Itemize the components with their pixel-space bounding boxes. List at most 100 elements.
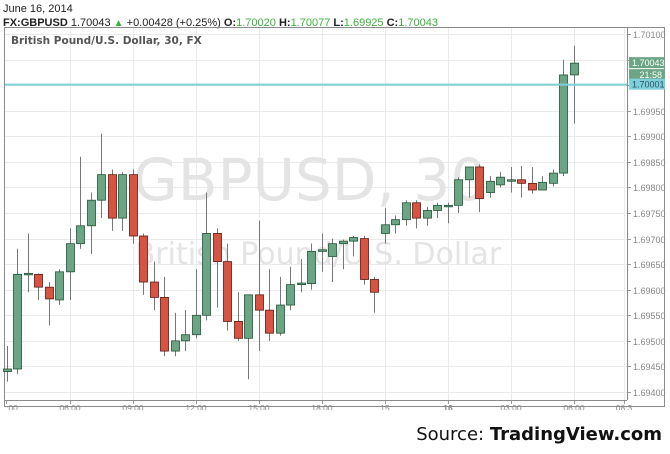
candle-down[interactable] <box>255 294 264 311</box>
y-tick-label: 1.69450 <box>633 362 666 372</box>
y-tick-label: 1.70100 <box>633 30 666 40</box>
candle-up[interactable] <box>381 224 390 234</box>
candle-down[interactable] <box>139 235 148 283</box>
candle-up[interactable] <box>24 272 33 276</box>
candle-up[interactable] <box>3 368 12 372</box>
source-brand: TradingView.com <box>489 424 662 445</box>
candle-up[interactable] <box>402 202 411 221</box>
y-tick-label: 1.69950 <box>633 107 666 117</box>
candle-up[interactable] <box>423 210 432 219</box>
candle-up[interactable] <box>244 294 253 339</box>
close-value: 1.70043 <box>398 17 438 29</box>
candle-up[interactable] <box>318 249 327 252</box>
candle-up[interactable] <box>349 237 358 242</box>
chart-title: British Pound/U.S. Dollar, 30, FX <box>11 35 202 47</box>
countdown-label: 21:58 <box>639 70 662 80</box>
source-credit: Source: TradingView.com <box>416 424 662 445</box>
candle-up[interactable] <box>444 204 453 208</box>
candle-up[interactable] <box>55 271 64 301</box>
chart-frame <box>4 27 665 407</box>
last-price-tag <box>629 57 665 69</box>
x-tick-label: 15:00 <box>248 403 270 410</box>
ticker-line: FX:GBPUSD 1.70043 ▲ +0.00428 (+0.25%) O:… <box>3 17 438 29</box>
candle-up[interactable] <box>97 174 106 201</box>
candle-down[interactable] <box>265 309 274 334</box>
candle-down[interactable] <box>150 281 159 298</box>
candle-up[interactable] <box>202 233 211 316</box>
candle-down[interactable] <box>108 174 117 219</box>
candle-down[interactable] <box>412 202 421 219</box>
candlestick-chart[interactable]: 1.701001.700501.700001.699501.699001.698… <box>0 0 670 410</box>
open-label: O: <box>223 17 237 29</box>
candle-down[interactable] <box>45 286 54 300</box>
candle-up[interactable] <box>507 179 516 182</box>
y-tick-label: 1.69400 <box>633 388 666 398</box>
candle-down[interactable] <box>213 233 222 262</box>
x-tick-label: 16 <box>443 403 453 410</box>
x-tick-label: 06:00 <box>563 403 585 410</box>
candle-down[interactable] <box>234 321 243 339</box>
x-tick-label: 15 <box>380 403 390 410</box>
candle-up[interactable] <box>76 225 85 245</box>
symbol[interactable]: FX:GBPUSD <box>3 17 68 29</box>
x-tick-label: 03:00 <box>500 403 522 410</box>
candle-up[interactable] <box>465 166 474 181</box>
candle-up[interactable] <box>297 282 306 285</box>
last-price: 1.70043 <box>70 17 111 29</box>
x-tick-label: 18:00 <box>311 403 333 410</box>
candle-up[interactable] <box>13 273 22 370</box>
x-tick-label: :00 <box>6 403 18 410</box>
candle-down[interactable] <box>517 179 526 184</box>
candle-up[interactable] <box>307 250 316 284</box>
source-prefix: Source: <box>416 424 490 445</box>
y-tick-label: 1.69650 <box>633 260 666 270</box>
candle-down[interactable] <box>129 174 138 237</box>
candle-up[interactable] <box>570 62 579 76</box>
x-tick-label: 06:00 <box>59 403 81 410</box>
y-tick-label: 1.69550 <box>633 311 666 321</box>
candle-up[interactable] <box>391 219 400 226</box>
candle-down[interactable] <box>34 273 43 288</box>
open-value: 1.70020 <box>236 17 276 29</box>
y-tick-label: 1.69800 <box>633 183 666 193</box>
candle-down[interactable] <box>223 261 232 322</box>
candle-up[interactable] <box>87 199 96 227</box>
candle-up[interactable] <box>192 314 201 336</box>
candle-up[interactable] <box>559 74 568 174</box>
candle-up[interactable] <box>486 180 495 193</box>
candle-up[interactable] <box>118 174 127 219</box>
countdown-tag <box>629 69 665 81</box>
hline-price-tag-label: 1.70001 <box>632 80 665 90</box>
y-tick-label: 1.69600 <box>633 286 666 296</box>
watermark-name: British Pound/U.S. Dollar <box>135 237 502 272</box>
candle-up[interactable] <box>538 181 547 191</box>
up-triangle-icon: ▲ <box>113 18 124 29</box>
candle-up[interactable] <box>496 176 505 186</box>
candle-down[interactable] <box>528 182 537 191</box>
candle-up[interactable] <box>328 243 337 257</box>
candle-up[interactable] <box>286 284 295 306</box>
y-tick-label: 1.69700 <box>633 235 666 245</box>
candle-down[interactable] <box>360 238 369 280</box>
candle-up[interactable] <box>549 172 558 184</box>
close-label: C: <box>386 17 399 29</box>
candle-down[interactable] <box>370 279 379 293</box>
candle-up[interactable] <box>66 243 75 273</box>
candle-down[interactable] <box>475 166 484 200</box>
watermark-symbol: GBPUSD, 30 <box>133 146 487 214</box>
candle-up[interactable] <box>339 240 348 245</box>
candle-up[interactable] <box>433 204 442 211</box>
candle-up[interactable] <box>171 340 180 352</box>
x-tick-label: 12:00 <box>185 403 207 410</box>
candle-up[interactable] <box>454 179 463 206</box>
candle-up[interactable] <box>181 334 190 342</box>
low-label: L: <box>333 17 344 29</box>
x-tick-label: 08:3 <box>616 403 633 410</box>
x-tick-label: 09:00 <box>122 403 144 410</box>
chart-date: June 16, 2014 <box>3 3 73 15</box>
high-label: H: <box>278 17 291 29</box>
y-tick-label: 1.69900 <box>633 132 666 142</box>
y-tick-label: 1.69850 <box>633 158 666 168</box>
candle-down[interactable] <box>160 296 169 352</box>
candle-up[interactable] <box>276 304 285 334</box>
